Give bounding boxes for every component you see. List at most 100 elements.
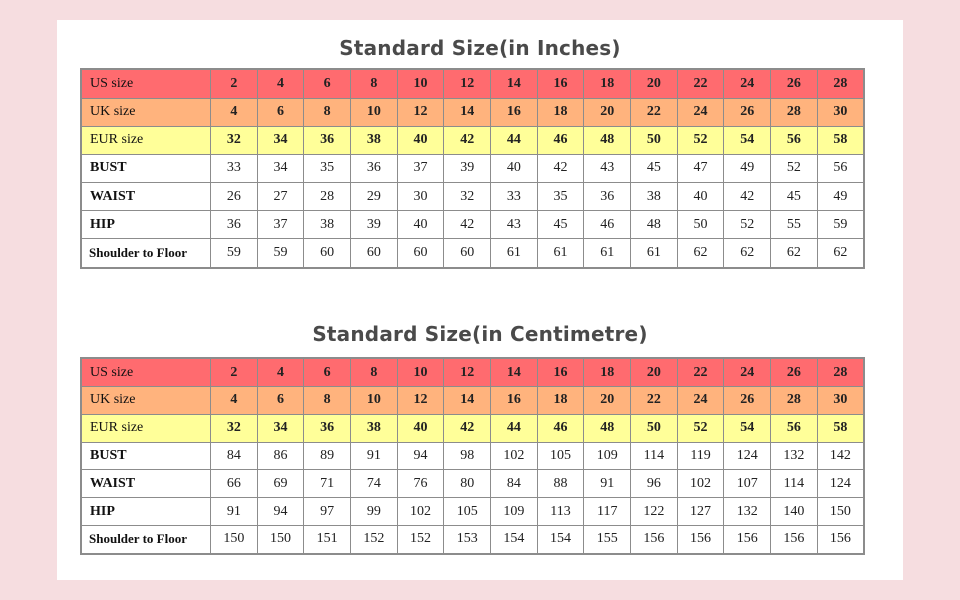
- inches-size-table: US size 2 4 6 8 10 12 14 16 18 20 22 24 26 28 UK size 4 6…: [80, 68, 865, 269]
- size-cell: 28: [303, 182, 352, 212]
- us-size-row: US size 2 4 6 8 10 12 14 16 18 20 22 24 26 28: [80, 68, 865, 99]
- size-cell: 69: [256, 469, 305, 499]
- size-cell: 88: [536, 469, 585, 499]
- size-cell: 6: [303, 357, 352, 388]
- size-cell: 49: [723, 153, 772, 184]
- size-cell: 50: [676, 210, 725, 240]
- size-cell: 98: [443, 441, 492, 471]
- size-cell: 61: [630, 238, 678, 269]
- size-cell: 86: [256, 441, 305, 471]
- size-cell: 34: [256, 125, 305, 155]
- size-cell: 46: [583, 210, 632, 240]
- size-cell: 10: [350, 386, 398, 415]
- size-cell: 36: [583, 182, 632, 212]
- size-cell: 42: [443, 413, 492, 443]
- size-cell: 80: [443, 469, 492, 499]
- size-cell: 61: [536, 238, 585, 269]
- size-cell: 99: [350, 497, 398, 526]
- size-cell: 29: [350, 182, 398, 212]
- size-cell: 38: [350, 413, 398, 443]
- size-cell: 42: [723, 182, 772, 212]
- size-cell: 18: [536, 97, 585, 127]
- size-cell: 54: [723, 125, 772, 155]
- size-cell: 36: [350, 153, 398, 184]
- bust-row: BUST 33 34 35 36 37 39 40 42 43 45 47 49 52 56: [80, 153, 865, 184]
- size-cell: 22: [676, 68, 725, 99]
- size-cell: 151: [303, 524, 352, 555]
- size-cell: 12: [443, 357, 492, 388]
- size-cell: 40: [396, 210, 445, 240]
- size-cell: 153: [443, 524, 492, 555]
- size-cell: 28: [816, 357, 865, 388]
- size-cell: 107: [723, 469, 772, 499]
- size-cell: 150: [256, 524, 305, 555]
- size-cell: 132: [770, 441, 818, 471]
- size-cell: 58: [816, 413, 865, 443]
- waist-row: WAIST 26 27 28 29 30 32 33 35 36 38 40 42 45 49: [80, 182, 865, 212]
- size-cell: 60: [303, 238, 352, 269]
- size-cell: 114: [770, 469, 818, 499]
- size-cell: 20: [583, 386, 632, 415]
- size-cell: 52: [770, 153, 818, 184]
- row-label: US size: [80, 68, 211, 99]
- size-cell: 154: [536, 524, 585, 555]
- size-cell: 40: [676, 182, 725, 212]
- size-cell: 109: [583, 441, 632, 471]
- row-label: UK size: [80, 386, 211, 415]
- size-cell: 84: [210, 441, 258, 471]
- size-cell: 44: [490, 413, 538, 443]
- size-cell: 62: [676, 238, 725, 269]
- size-cell: 124: [723, 441, 772, 471]
- size-cell: 33: [210, 153, 258, 184]
- size-cell: 122: [630, 497, 678, 526]
- size-cell: 50: [630, 413, 678, 443]
- size-cell: 34: [256, 413, 305, 443]
- size-cell: 10: [396, 357, 445, 388]
- size-cell: 59: [816, 210, 865, 240]
- row-label: BUST: [80, 441, 211, 471]
- size-cell: 4: [210, 97, 258, 127]
- size-cell: 30: [396, 182, 445, 212]
- size-cell: 39: [350, 210, 398, 240]
- size-cell: 4: [210, 386, 258, 415]
- size-cell: 62: [770, 238, 818, 269]
- size-cell: 14: [490, 357, 538, 388]
- size-cell: 48: [583, 125, 632, 155]
- size-cell: 43: [583, 153, 632, 184]
- row-label: UK size: [80, 97, 211, 127]
- size-cell: 46: [536, 125, 585, 155]
- size-cell: 40: [490, 153, 538, 184]
- size-cell: 150: [816, 497, 865, 526]
- hip-row: HIP 36 37 38 39 40 42 43 45 46 48 50 52 55 59: [80, 210, 865, 240]
- size-cell: 97: [303, 497, 352, 526]
- size-cell: 58: [816, 125, 865, 155]
- row-label: EUR size: [80, 125, 211, 155]
- size-cell: 43: [490, 210, 538, 240]
- size-cell: 18: [583, 68, 632, 99]
- size-cell: 40: [396, 125, 445, 155]
- size-cell: 12: [443, 68, 492, 99]
- row-label: Shoulder to Floor: [80, 524, 211, 555]
- size-cell: 60: [350, 238, 398, 269]
- size-cell: 24: [723, 68, 772, 99]
- size-cell: 45: [630, 153, 678, 184]
- row-label: BUST: [80, 153, 211, 184]
- size-cell: 105: [443, 497, 492, 526]
- size-cell: 50: [630, 125, 678, 155]
- waist-row: WAIST 66 69 71 74 76 80 84 88 91 96 102 107 114 124: [80, 469, 865, 499]
- size-cell: 35: [536, 182, 585, 212]
- bust-row: BUST 84 86 89 91 94 98 102 105 109 114 119 124 132 142: [80, 441, 865, 471]
- size-cell: 26: [723, 386, 772, 415]
- size-cell: 12: [396, 386, 445, 415]
- centimetre-table-title: Standard Size(in Centimetre): [312, 322, 648, 346]
- size-cell: 20: [583, 97, 632, 127]
- size-cell: 114: [630, 441, 678, 471]
- size-cell: 24: [676, 386, 725, 415]
- size-cell: 4: [256, 68, 305, 99]
- size-cell: 20: [630, 68, 678, 99]
- row-label: EUR size: [80, 413, 211, 443]
- size-cell: 156: [816, 524, 865, 555]
- size-cell: 8: [303, 386, 352, 415]
- size-cell: 96: [630, 469, 678, 499]
- uk-size-row: UK size 4 6 8 10 12 14 16 18 20 22 24 26 28 30: [80, 386, 865, 415]
